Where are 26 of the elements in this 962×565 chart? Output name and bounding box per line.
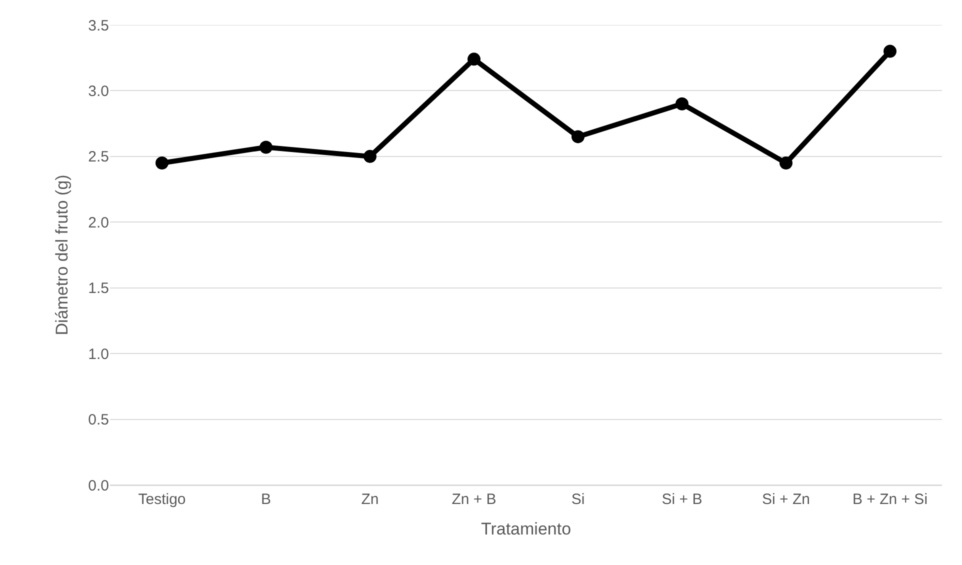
x-tick-label: Testigo	[138, 491, 186, 508]
point	[156, 156, 168, 170]
y-tick-label: 0.5	[88, 412, 109, 429]
point	[364, 150, 376, 163]
point	[468, 52, 480, 66]
y-tick-label: 1.5	[88, 280, 109, 298]
y-tick-label: 1.0	[88, 346, 109, 363]
point	[572, 130, 584, 144]
x-tick-label: Si + Zn	[762, 491, 810, 508]
x-axis-title: Tratamiento	[480, 519, 572, 538]
x-tick-label: Zn + B	[452, 491, 496, 508]
x-tick-label: Si	[571, 491, 585, 508]
y-tick-label: 3.0	[88, 82, 109, 100]
y-tick-label: 0.0	[88, 477, 109, 494]
x-tick-label: B	[260, 491, 272, 508]
x-tick-label: Si + B	[662, 491, 702, 508]
y-tick-label: 3.5	[88, 17, 109, 34]
x-tick-label: Zn	[361, 491, 379, 508]
y-tick-label: 2.0	[88, 214, 109, 232]
y-tick-label: 2.5	[88, 148, 109, 166]
point	[884, 44, 896, 58]
point	[780, 156, 792, 170]
x-tick-label: B + Zn + Si	[852, 491, 928, 508]
y-axis-title: Diámetro del fruto (g)	[52, 174, 72, 336]
point	[676, 97, 688, 110]
point	[260, 140, 272, 154]
